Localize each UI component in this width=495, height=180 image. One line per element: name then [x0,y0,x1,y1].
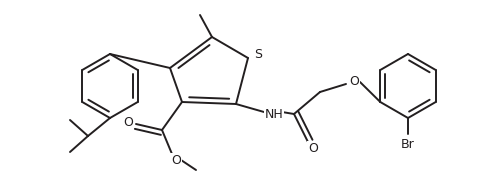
Text: O: O [349,75,359,87]
Text: O: O [171,154,181,166]
Text: O: O [308,141,318,154]
Text: Br: Br [401,138,415,150]
Text: O: O [123,116,133,129]
Text: S: S [254,48,262,60]
Text: NH: NH [265,107,283,120]
